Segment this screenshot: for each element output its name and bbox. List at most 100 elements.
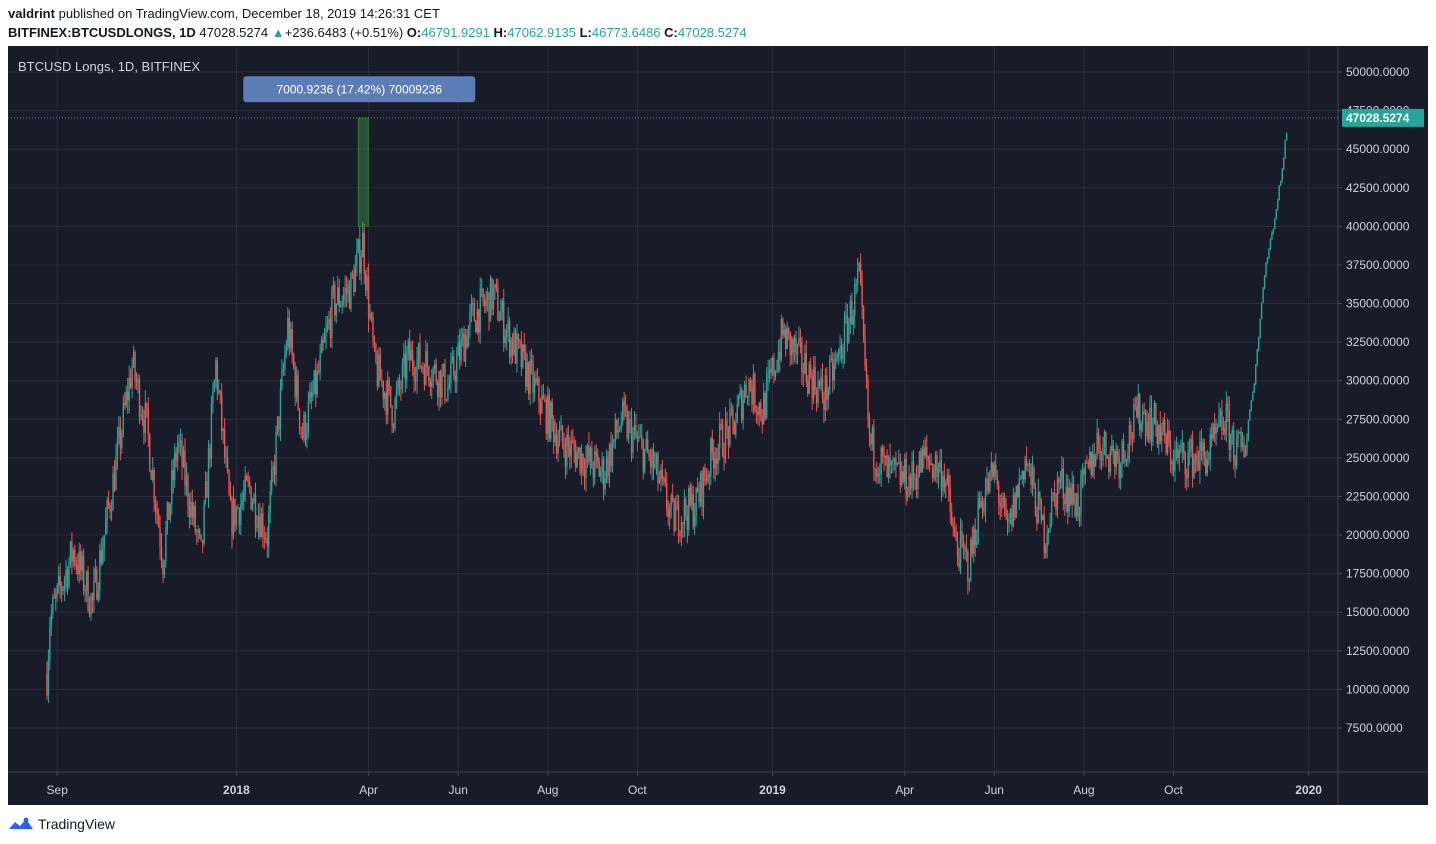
candle-body [896, 463, 899, 465]
time-tick-label: Jun [985, 783, 1004, 797]
candle-body [160, 546, 163, 562]
candle-body [102, 548, 104, 564]
candle-body [817, 381, 819, 403]
candle-body [620, 422, 622, 429]
candle-body [1260, 303, 1263, 320]
candle-body [1224, 428, 1226, 435]
candle-body [755, 410, 758, 413]
measure-range-box[interactable] [357, 117, 369, 227]
candle-body [1043, 515, 1045, 554]
candle-body [1027, 464, 1029, 466]
author-name[interactable]: valdrint [8, 6, 55, 21]
candle-body [1269, 239, 1272, 249]
candle-body [144, 402, 147, 434]
candle-body [260, 513, 263, 537]
candle-body [874, 468, 877, 470]
candle-body [655, 453, 658, 464]
candle-body [525, 351, 527, 387]
candle-body [414, 379, 417, 382]
candle-body [557, 442, 559, 454]
candle-body [1147, 421, 1150, 440]
candle-body [577, 447, 580, 453]
candle-body [1071, 483, 1073, 505]
candle-body [56, 584, 58, 595]
candle-body [232, 498, 235, 536]
candle-body [476, 309, 478, 333]
price-chart[interactable]: 7000.9236 (17.42%) 70009236 7500.0000 1000… [8, 46, 1428, 805]
chart-panel[interactable]: 7000.9236 (17.42%) 70009236 7500.0000 1000… [8, 46, 1428, 805]
candle-body [567, 434, 570, 447]
candle-body [661, 469, 664, 478]
candle-body [1037, 492, 1040, 524]
price-tick-label: 50000.0000 [1346, 65, 1410, 79]
candle-body [757, 412, 759, 415]
candle-body [902, 471, 904, 482]
candle-body [281, 370, 283, 388]
candle-body [304, 414, 307, 441]
candle-body [868, 418, 871, 435]
candle-body [159, 526, 161, 547]
candle-body [1067, 486, 1069, 512]
candle-body [153, 470, 155, 503]
candle-body [542, 395, 545, 400]
candle-body [645, 439, 647, 449]
candle-body [329, 318, 332, 339]
candle-body [428, 367, 430, 382]
candle-body [770, 369, 772, 373]
candle-body [983, 510, 985, 512]
candle-body [1205, 457, 1207, 474]
candle-body [68, 563, 70, 587]
candle-body [519, 340, 521, 342]
candle-body [745, 384, 747, 397]
brand-name[interactable]: TradingView [38, 816, 116, 832]
candle-body [862, 306, 865, 336]
candle-body [535, 378, 537, 383]
candle-body [1094, 456, 1097, 467]
candle-body [1161, 431, 1163, 442]
candle-body [254, 494, 257, 526]
candle-body [968, 581, 971, 583]
candle-body [739, 390, 741, 397]
candle-body [1143, 411, 1145, 413]
candle-body [505, 329, 508, 338]
candle-body [403, 353, 405, 364]
price-tick-label: 45000.0000 [1346, 142, 1410, 156]
candle-body [262, 513, 264, 538]
candle-body [162, 561, 164, 575]
candle-body [488, 292, 490, 322]
candle-body [1009, 508, 1012, 522]
candle-body [1177, 449, 1179, 458]
candle-body [964, 547, 966, 549]
candle-body [284, 354, 286, 369]
candle-body [765, 377, 768, 418]
candle-body [495, 284, 498, 288]
time-tick-label: Sep [47, 783, 69, 797]
candle-body [442, 364, 445, 374]
candle-body [597, 454, 599, 462]
candle-body [1021, 471, 1023, 479]
open-label: O: [406, 25, 422, 40]
candle-body [479, 289, 481, 333]
candle-body [1092, 454, 1094, 476]
candle-body [686, 515, 689, 530]
candle-body [147, 407, 149, 435]
candle-body [104, 519, 107, 536]
time-tick-label: 2020 [1295, 783, 1322, 797]
candle-body [348, 284, 351, 309]
candle-body [201, 540, 204, 544]
price-tick-label: 30000.0000 [1346, 374, 1410, 388]
candle-body [226, 457, 229, 472]
candle-body [889, 457, 891, 465]
candle-body [619, 428, 621, 431]
candle-body [221, 394, 223, 432]
candle-body [179, 440, 182, 443]
candle-body [808, 364, 810, 394]
candle-body [905, 458, 907, 497]
tradingview-logo-icon[interactable] [8, 816, 34, 832]
candle-body [516, 334, 518, 364]
candle-body [1206, 459, 1208, 474]
candle-body [710, 438, 712, 477]
candle-body [1005, 504, 1007, 519]
candle-body [990, 462, 993, 472]
candle-body [491, 278, 493, 310]
